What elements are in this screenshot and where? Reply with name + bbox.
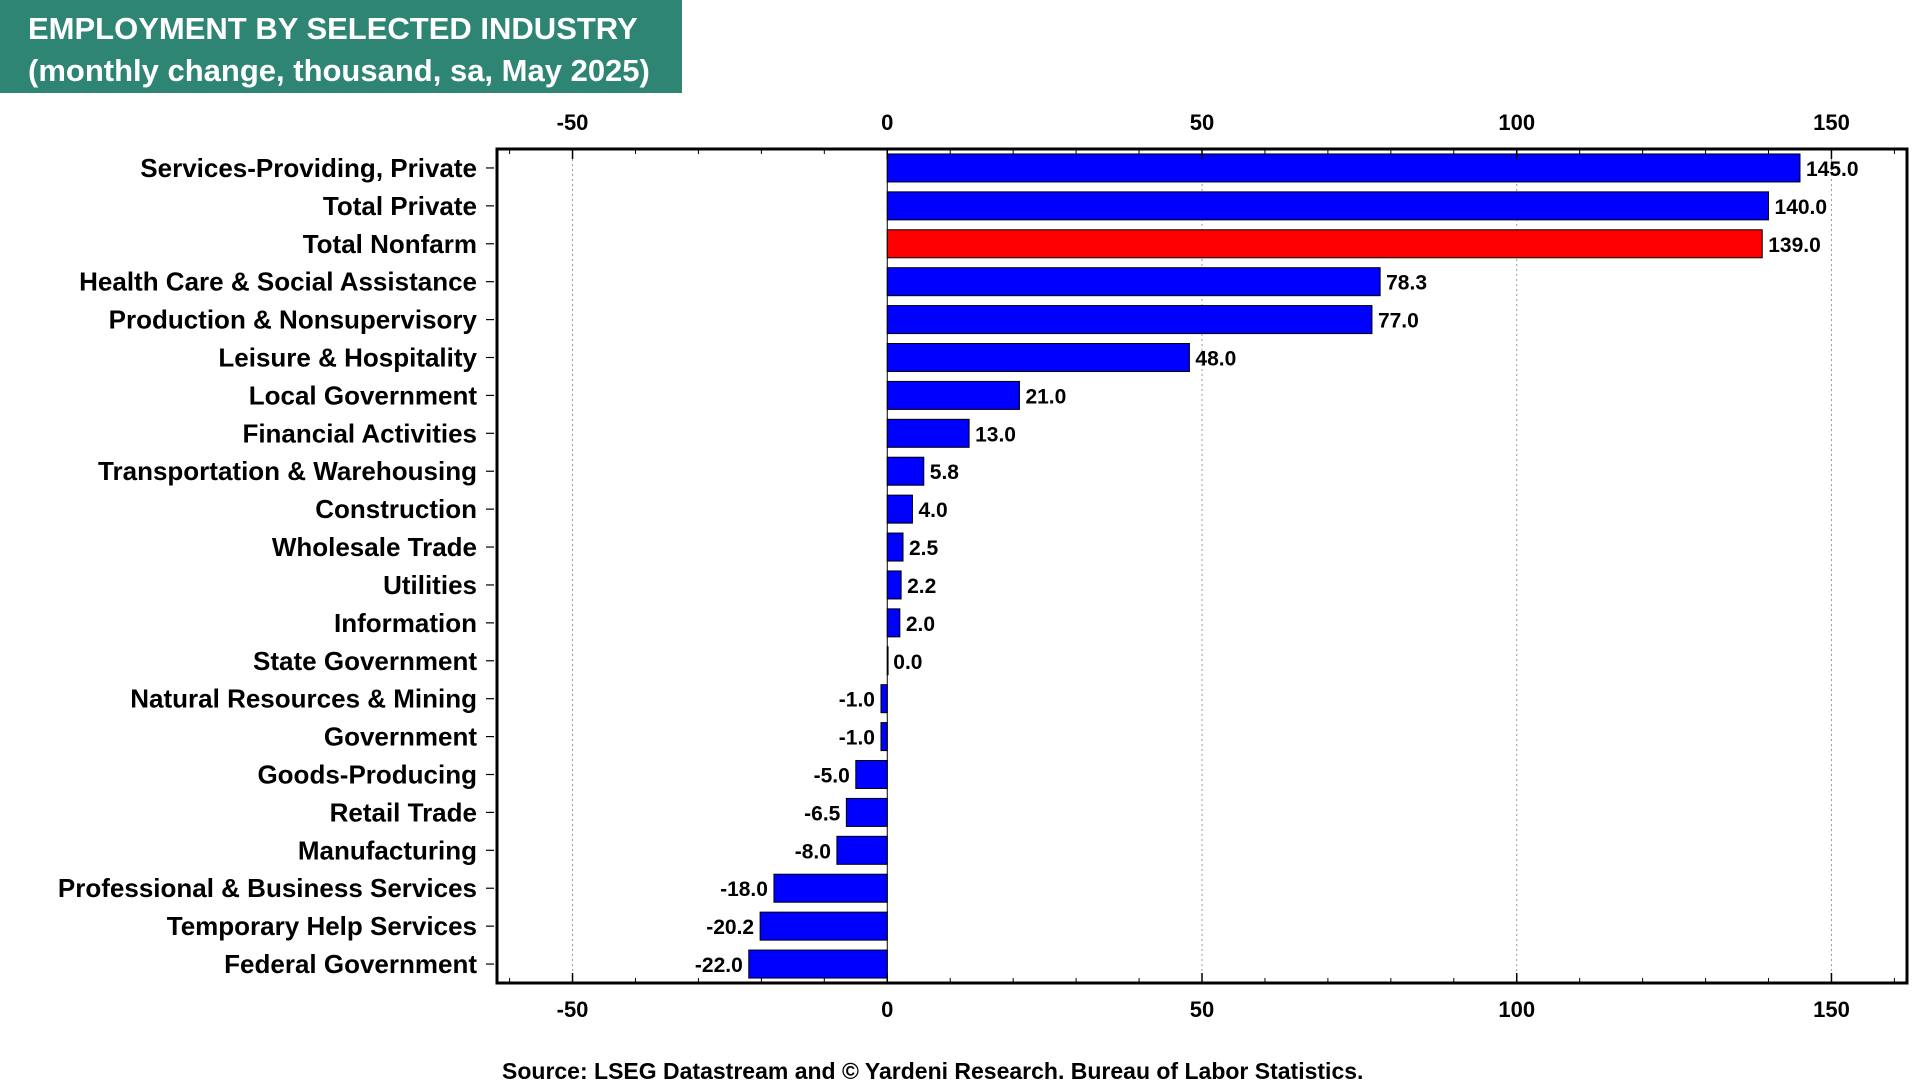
category-label: Temporary Help Services <box>167 911 477 941</box>
value-label: 78.3 <box>1386 272 1427 295</box>
category-label: Retail Trade <box>330 797 477 827</box>
value-label: -6.5 <box>804 802 841 825</box>
category-label: Information <box>334 608 477 638</box>
bar <box>886 380 1020 410</box>
category-label: Production & Nonsupervisory <box>109 305 478 335</box>
value-label: -22.0 <box>695 954 743 977</box>
x-tick-label-top: 0 <box>881 110 893 135</box>
category-label: State Government <box>253 646 477 676</box>
bar <box>880 684 888 714</box>
category-label: Leisure & Hospitality <box>218 343 477 373</box>
value-label: 140.0 <box>1775 196 1828 219</box>
bar <box>886 608 901 638</box>
category-label: Manufacturing <box>298 835 477 865</box>
category-label: Utilities <box>383 570 477 600</box>
value-label: -1.0 <box>839 727 875 750</box>
chart-title: EMPLOYMENT BY SELECTED INDUSTRY <box>28 11 638 46</box>
x-tick-label-top: -50 <box>557 110 589 135</box>
bar <box>886 418 970 448</box>
bar <box>886 267 1381 297</box>
category-label: Services-Providing, Private <box>140 153 477 183</box>
value-label: 0.0 <box>893 651 922 674</box>
value-label: -18.0 <box>720 878 768 901</box>
value-label: 2.0 <box>906 613 935 636</box>
value-label: -8.0 <box>795 840 831 863</box>
x-tick-label-top: 100 <box>1498 110 1535 135</box>
value-label: 5.8 <box>930 461 960 484</box>
value-label: 2.2 <box>907 575 936 598</box>
value-label: 48.0 <box>1195 348 1236 371</box>
value-label: 21.0 <box>1025 385 1066 408</box>
bar <box>773 873 888 903</box>
x-tick-label-bottom: 150 <box>1813 997 1850 1022</box>
x-tick-label-bottom: 50 <box>1190 997 1214 1022</box>
value-label: -5.0 <box>814 765 850 788</box>
category-label: Government <box>324 722 477 752</box>
value-label: 77.0 <box>1378 310 1419 333</box>
bar <box>886 532 904 562</box>
chart-subtitle: (monthly change, thousand, sa, May 2025) <box>28 53 650 88</box>
bar <box>886 305 1373 335</box>
category-label: Wholesale Trade <box>272 532 477 562</box>
category-label: Construction <box>315 494 477 524</box>
bar <box>748 949 888 979</box>
category-label: Natural Resources & Mining <box>130 684 477 714</box>
category-label: Health Care & Social Assistance <box>79 267 477 297</box>
category-label: Financial Activities <box>242 418 477 448</box>
value-label: 139.0 <box>1768 234 1821 257</box>
bar <box>886 456 925 486</box>
bar <box>886 153 1801 183</box>
category-label: Total Nonfarm <box>303 229 477 259</box>
category-label: Federal Government <box>224 949 477 979</box>
bar <box>759 911 888 941</box>
bar <box>886 191 1770 221</box>
bar <box>880 722 888 752</box>
bar <box>845 797 888 827</box>
source-note: Source: LSEG Datastream and © Yardeni Re… <box>502 1058 1364 1084</box>
x-tick-label-top: 50 <box>1190 110 1214 135</box>
bar <box>886 646 889 676</box>
bar <box>836 835 888 865</box>
category-label: Goods-Producing <box>257 760 477 790</box>
value-label: 4.0 <box>918 499 947 522</box>
x-tick-label-bottom: 0 <box>881 997 893 1022</box>
category-label: Total Private <box>323 191 477 221</box>
bar <box>886 570 902 600</box>
bar <box>886 494 913 524</box>
value-label: 145.0 <box>1806 158 1859 181</box>
category-label: Local Government <box>249 380 478 410</box>
value-label: 13.0 <box>975 423 1016 446</box>
bar <box>855 760 888 789</box>
chart-title-box: EMPLOYMENT BY SELECTED INDUSTRY (monthly… <box>0 0 682 93</box>
value-label: -20.2 <box>706 916 754 939</box>
category-label: Professional & Business Services <box>58 873 477 903</box>
plot-frame <box>495 147 1909 985</box>
category-label: Transportation & Warehousing <box>98 456 477 486</box>
value-label: -1.0 <box>839 689 875 712</box>
x-tick-label-top: 150 <box>1813 110 1850 135</box>
bar <box>886 229 1763 259</box>
value-label: 2.5 <box>909 537 939 560</box>
x-tick-label-bottom: 100 <box>1498 997 1535 1022</box>
bar <box>886 343 1190 372</box>
x-tick-label-bottom: -50 <box>557 997 589 1022</box>
